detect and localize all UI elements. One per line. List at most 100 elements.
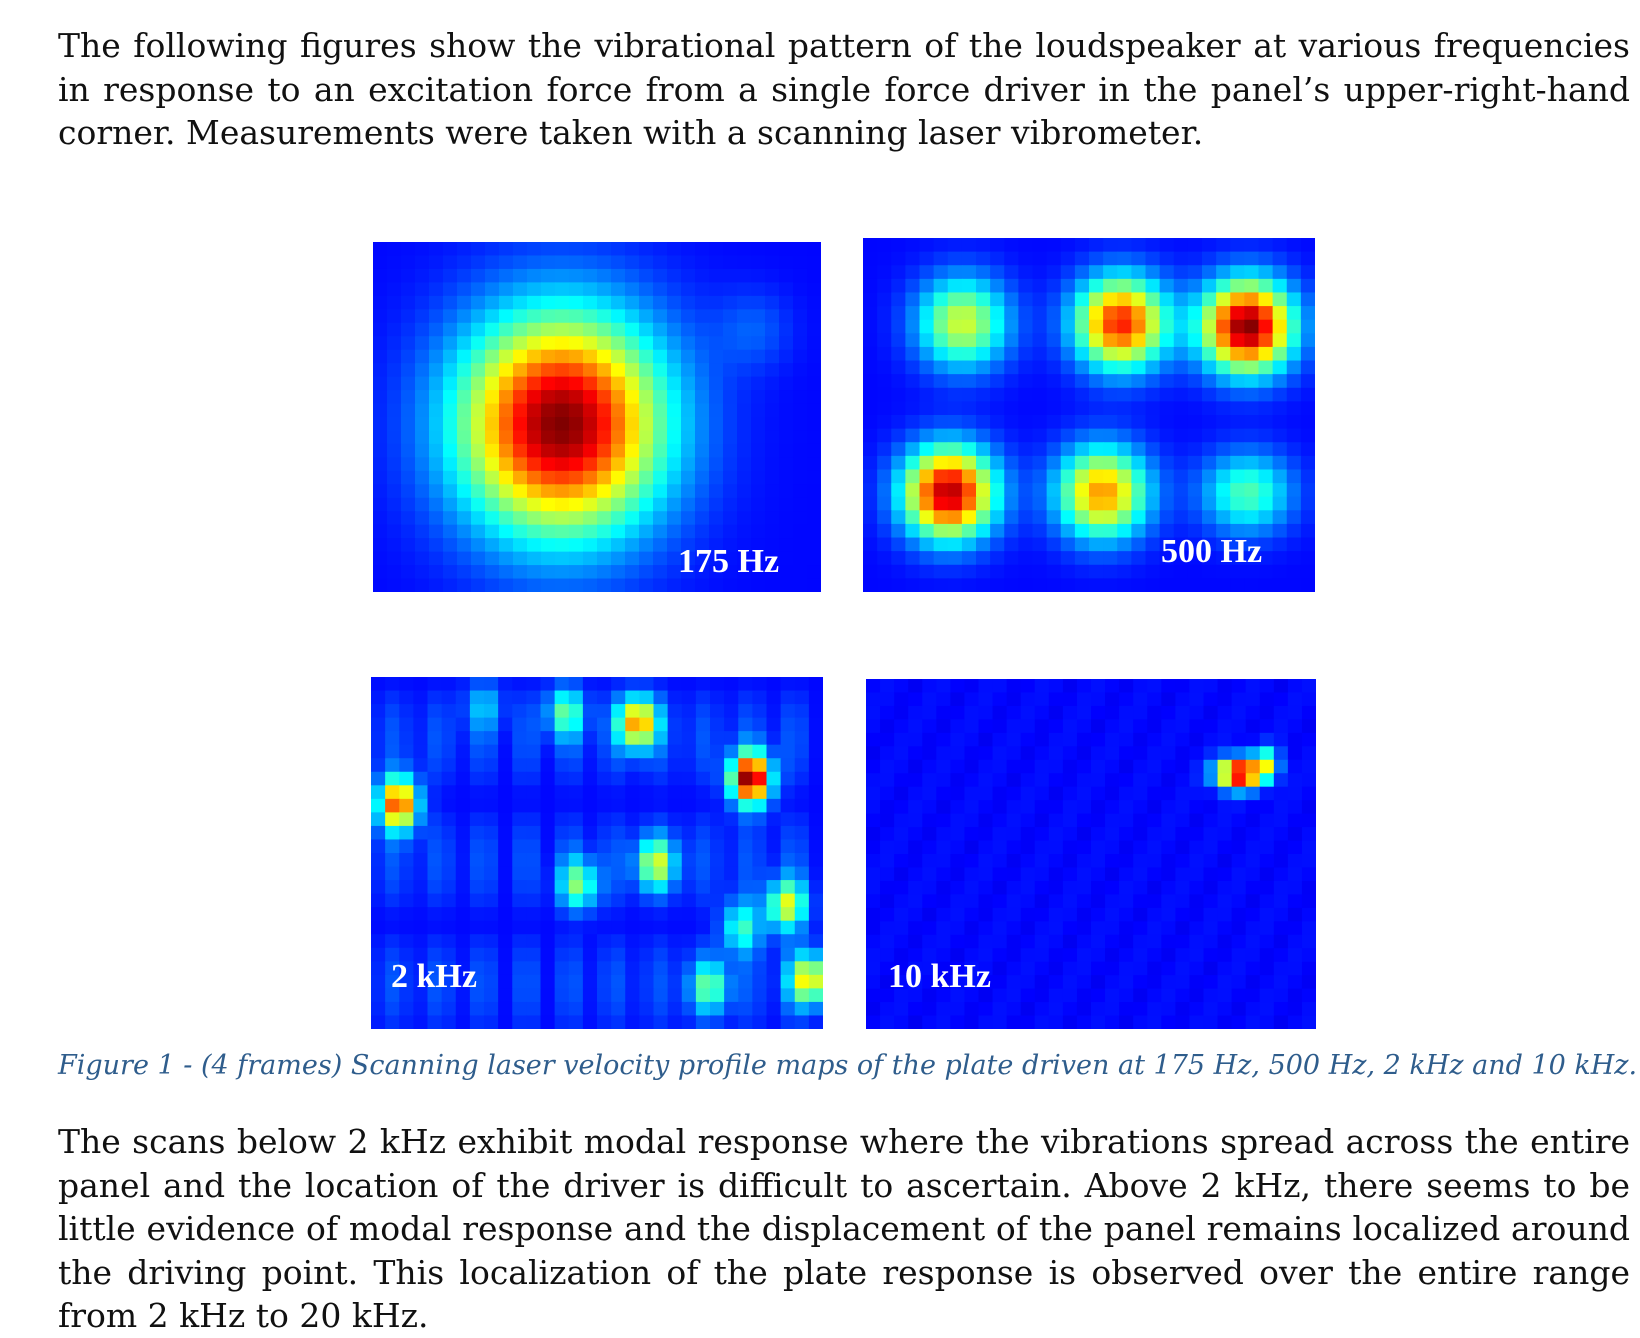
heatmap-cell xyxy=(880,948,895,963)
heatmap-cell xyxy=(933,374,949,389)
heatmap-cell xyxy=(1034,800,1050,815)
heatmap-cell xyxy=(780,731,796,746)
heatmap-cell xyxy=(950,786,966,801)
heatmap-cell xyxy=(1173,469,1189,484)
heatmap-cell xyxy=(863,523,878,539)
heatmap-cell xyxy=(724,920,739,935)
heatmap-cell xyxy=(1301,679,1316,694)
heatmap-cell xyxy=(709,336,724,351)
heatmap-cell xyxy=(540,974,556,989)
heatmap-cell xyxy=(905,428,921,443)
heatmap-cell xyxy=(978,719,994,734)
heatmap-cell xyxy=(1231,840,1247,855)
heatmap-cell xyxy=(1189,961,1205,976)
heatmap-cell xyxy=(639,363,654,378)
heatmap-cell xyxy=(1175,975,1191,990)
heatmap-cell xyxy=(961,265,977,280)
heatmap-cell xyxy=(485,255,500,270)
heatmap-cell xyxy=(371,758,386,773)
heatmap-cell xyxy=(808,866,823,881)
heatmap-cell xyxy=(752,825,768,841)
heatmap-cell xyxy=(1117,442,1132,457)
heatmap-cell xyxy=(541,255,556,270)
heatmap-cell xyxy=(695,336,710,351)
heatmap-cell xyxy=(1074,469,1090,484)
heatmap-cell xyxy=(922,880,937,895)
heatmap-cell xyxy=(908,948,923,963)
heatmap-cell xyxy=(457,268,472,283)
heatmap-cell xyxy=(1091,961,1106,976)
heatmap-cell xyxy=(933,455,949,471)
heatmap-cell xyxy=(611,974,626,989)
heatmap-cell xyxy=(1300,387,1315,402)
heatmap-cell xyxy=(469,677,485,692)
heatmap-cell xyxy=(625,974,640,989)
heatmap-cell xyxy=(667,947,683,962)
heatmap-cell xyxy=(485,497,500,512)
heatmap-cell xyxy=(752,731,768,746)
heatmap-cell xyxy=(950,746,966,761)
heatmap-cell xyxy=(710,704,725,719)
heatmap-cell xyxy=(1145,496,1161,511)
heatmap-cell xyxy=(1187,469,1203,484)
heatmap-cell xyxy=(908,1002,923,1017)
heatmap-cell xyxy=(667,853,683,868)
heatmap-cell xyxy=(1231,800,1247,815)
heatmap-cell xyxy=(373,282,388,297)
heatmap-cell xyxy=(413,974,429,989)
heatmap-cell xyxy=(766,1001,782,1017)
heatmap-cell xyxy=(1046,306,1062,321)
heatmap-cell xyxy=(936,827,951,842)
heatmap-cell xyxy=(766,825,782,841)
heatmap-cell xyxy=(653,920,669,935)
heatmap-cell xyxy=(611,242,626,257)
heatmap-cell xyxy=(1032,306,1048,321)
heatmap-cell xyxy=(415,295,430,310)
heatmap-cell xyxy=(667,771,683,786)
heatmap-cell xyxy=(455,839,471,854)
heatmap-cell xyxy=(681,893,697,908)
heatmap-cell xyxy=(936,719,951,734)
heatmap-cell xyxy=(681,336,696,351)
heatmap-cell xyxy=(1032,360,1048,375)
heatmap-cell xyxy=(922,907,937,922)
heatmap-cell xyxy=(950,1015,966,1029)
heatmap-cell xyxy=(905,442,921,457)
heatmap-cell xyxy=(1020,975,1036,990)
heatmap-cell xyxy=(1173,578,1189,592)
heatmap-cell xyxy=(992,746,1008,761)
heatmap-cell xyxy=(385,731,400,746)
heatmap-cell xyxy=(1048,988,1064,1003)
heatmap-cell xyxy=(639,295,654,310)
heatmap-cell xyxy=(597,255,612,270)
heatmap-cell xyxy=(919,523,935,539)
heatmap-cell xyxy=(469,988,485,1003)
heatmap-cell xyxy=(1287,948,1303,963)
heatmap-cell xyxy=(1173,496,1189,511)
heatmap-cell xyxy=(387,403,402,418)
heatmap-cell xyxy=(863,564,878,579)
heatmap-cell xyxy=(1230,415,1245,430)
heatmap-cell xyxy=(429,336,444,351)
heatmap-cell xyxy=(922,975,937,990)
heatmap-cell xyxy=(541,511,556,526)
heatmap-cell xyxy=(1259,679,1275,694)
heatmap-cell xyxy=(1286,483,1302,498)
heatmap-cell xyxy=(583,497,598,512)
heatmap-cell xyxy=(961,415,977,430)
heatmap-cell xyxy=(569,538,584,553)
heatmap-cell xyxy=(441,825,457,841)
heatmap-cell xyxy=(681,484,696,499)
heatmap-cell xyxy=(527,242,542,257)
heatmap-cell xyxy=(1300,319,1315,334)
heatmap-cell xyxy=(429,565,444,580)
heatmap-cell xyxy=(1216,374,1231,389)
heatmap-cell xyxy=(947,387,963,402)
heatmap-cell xyxy=(1133,732,1148,747)
heatmap-cell xyxy=(908,692,923,707)
heatmap-cell xyxy=(976,442,991,457)
heatmap-cell xyxy=(653,771,669,786)
heatmap-cell xyxy=(471,403,486,418)
heatmap-cell xyxy=(793,349,808,364)
heatmap-cell xyxy=(653,390,668,405)
